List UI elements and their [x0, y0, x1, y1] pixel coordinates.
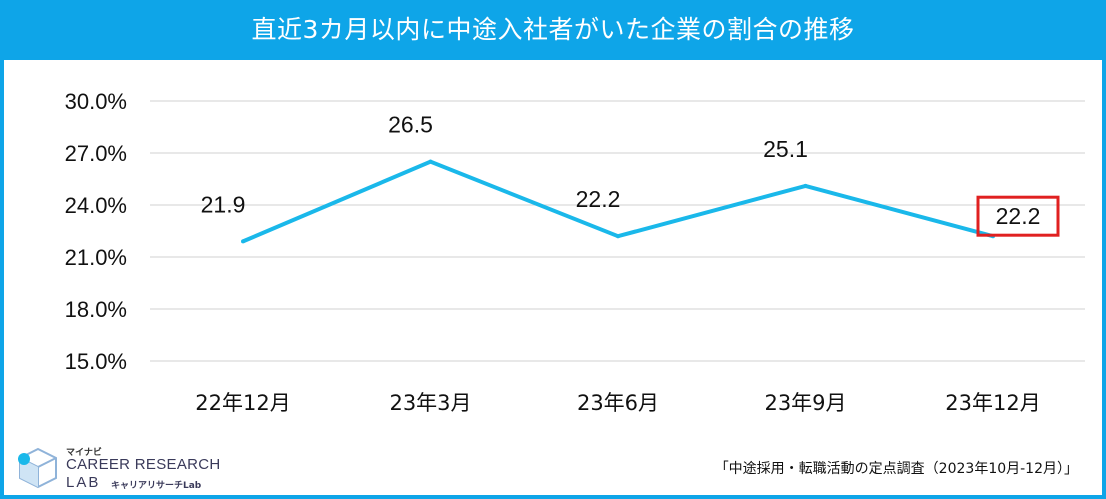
data-label: 22.2 — [996, 203, 1041, 229]
highlight-box — [976, 195, 1060, 237]
data-label: 25.1 — [763, 136, 808, 162]
data-point — [241, 239, 245, 244]
x-tick-label: 23年3月 — [389, 391, 471, 415]
data-point — [803, 183, 808, 188]
chart-title: 直近3カ月以内に中途入社者がいた企業の割合の推移 — [0, 0, 1106, 60]
x-tick-label: 23年9月 — [764, 391, 846, 415]
data-label: 26.5 — [388, 112, 433, 138]
data-point — [428, 159, 433, 164]
y-tick-label: 24.0% — [65, 193, 127, 218]
career-research-lab-logo: マイナビ CAREER RESEARCH LAB キャリアリサーチLab — [14, 445, 220, 493]
source-note: 「中途採用・転職活動の定点調査（2023年10月-12月）」 — [714, 461, 1078, 477]
y-tick-label: 30.0% — [65, 89, 127, 114]
x-tick-label: 22年12月 — [195, 391, 290, 415]
x-tick-label: 23年12月 — [945, 391, 1040, 415]
x-tick-label: 23年6月 — [577, 391, 659, 415]
logo-kana: キャリアリサーチLab — [111, 481, 202, 491]
cube-logo-icon — [18, 447, 57, 489]
logo-lab: LAB — [66, 474, 101, 491]
y-tick-label: 15.0% — [65, 349, 127, 374]
data-label: 21.9 — [201, 191, 246, 217]
y-tick-label: 18.0% — [65, 297, 127, 322]
data-point — [616, 234, 620, 239]
data-label: 22.2 — [576, 186, 621, 212]
y-tick-label: 21.0% — [65, 245, 127, 270]
logo-mynavi: マイナビ — [66, 448, 102, 458]
y-tick-label: 27.0% — [65, 141, 127, 166]
logo-career-research: CAREER RESEARCH — [66, 456, 221, 473]
